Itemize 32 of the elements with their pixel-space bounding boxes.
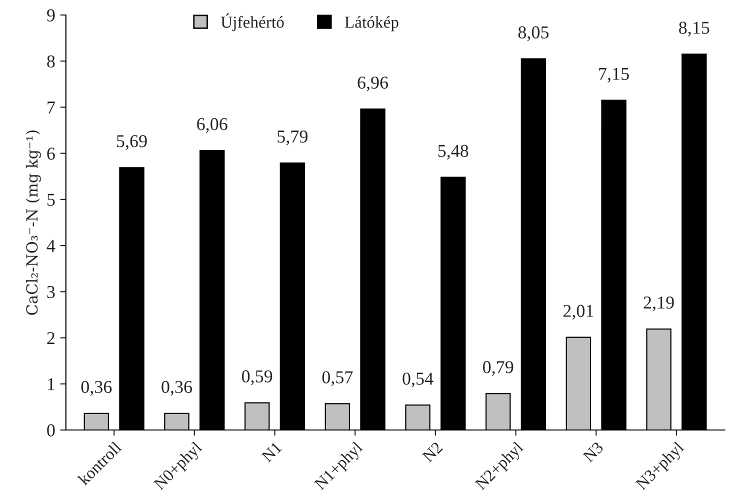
data-label: 6,06 [197,118,228,133]
data-label: 0,54 [402,372,434,388]
data-label: 0,36 [81,380,112,396]
legend-label: Újfehértó [220,13,284,32]
y-tick-label: 2 [47,332,54,344]
x-tick-label: N1 [261,442,282,463]
data-label: 5,79 [278,130,308,146]
data-label: 0,79 [483,361,514,376]
y-tick-label: 0 [47,424,55,436]
data-label: 2,01 [563,304,594,320]
data-label: 0,59 [242,370,272,386]
data-label: 6,96 [358,76,388,92]
y-tick-label: 6 [47,148,55,160]
x-tick-label: N3 [582,441,604,463]
data-label: 8,15 [679,22,710,36]
data-label: 5,69 [117,135,147,150]
y-tick-label: 3 [47,286,55,298]
y-tick-label: 1 [48,378,54,390]
legend-label: Látókép [344,16,398,32]
data-label: 2,19 [644,296,674,312]
data-label: 7,15 [599,68,629,83]
x-tick-label: N2 [422,441,443,463]
data-label: 8,05 [518,26,549,42]
data-label: 5,48 [438,144,468,160]
y-axis-title: CaCl₂-NO₃⁻-N (mg kg⁻¹) [26,130,41,315]
y-tick-label: 4 [46,240,56,252]
y-tick-label: 9 [47,9,55,22]
y-tick-label: 8 [47,55,55,68]
y-tick-label: 7 [48,102,55,114]
data-label: 0,36 [162,380,192,396]
data-label: 0,57 [322,371,353,386]
y-tick-label: 5 [47,194,55,206]
